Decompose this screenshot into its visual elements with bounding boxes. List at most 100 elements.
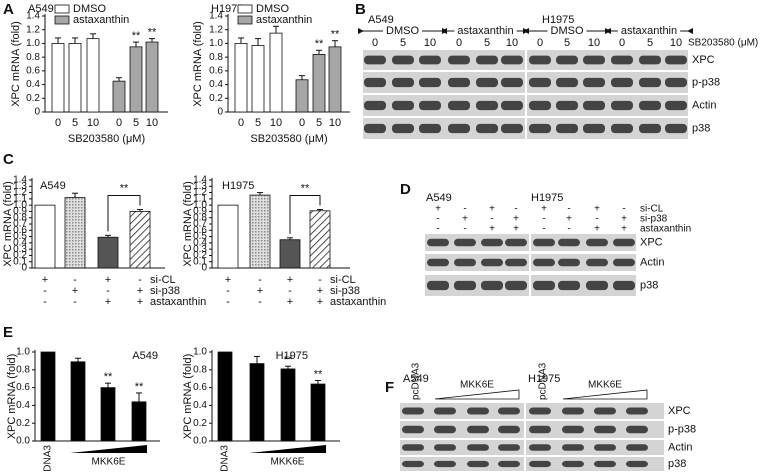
ramp-triangle — [562, 389, 648, 400]
band-label: XPC — [668, 405, 691, 417]
bar — [145, 41, 159, 113]
y-tick-label: 0.4 — [193, 400, 207, 411]
blot-band — [611, 55, 633, 65]
condition-sign: - — [73, 274, 77, 286]
y-tick-label: 1.2 — [26, 24, 40, 35]
y-tick-label: 0 — [217, 107, 223, 118]
chart-title: H1975 — [222, 180, 254, 192]
group-label: astaxanthin — [457, 25, 513, 37]
blot-band — [434, 460, 456, 468]
condition-name: astaxanthin — [150, 296, 206, 308]
legend-label: astaxanthin — [73, 14, 129, 26]
blot-band — [364, 55, 386, 65]
lane-label: 0 — [537, 37, 543, 49]
blot-band — [448, 123, 470, 134]
y-tick-label: 1.2 — [209, 24, 223, 35]
y-tick-label: 0.5 — [193, 231, 207, 242]
band-label: Actin — [668, 441, 692, 453]
legend-swatch — [237, 15, 253, 25]
x-tick-label: 5 — [133, 117, 139, 129]
y-tick-label: 0.7 — [13, 219, 27, 230]
comparison-label: ** — [301, 182, 310, 194]
panel-label: B — [355, 1, 366, 18]
blot-band — [505, 258, 527, 267]
condition-sign: + — [72, 285, 78, 297]
band-label: Actin — [692, 99, 716, 111]
condition-sign: - — [318, 274, 322, 286]
bar — [70, 361, 86, 442]
blot-band — [427, 258, 449, 267]
comparison-label: ** — [120, 182, 129, 194]
bar — [295, 79, 309, 113]
bar — [309, 210, 331, 269]
blot-band — [448, 100, 470, 111]
blot-band — [402, 425, 424, 434]
lane-label: 0 — [372, 37, 378, 49]
blot-band — [467, 425, 489, 434]
condition-sign: - — [106, 285, 110, 297]
y-tick-label: 0.2 — [193, 418, 207, 429]
x-axis-label: SB203580 (μM) — [68, 133, 145, 145]
band-label: Actin — [640, 256, 664, 268]
condition-sign: - — [436, 214, 439, 225]
blot-band — [626, 425, 648, 434]
y-axis-label: XPC mRNA (fold) — [182, 181, 194, 267]
y-tick-label: 0.3 — [13, 244, 27, 255]
blot-band — [639, 123, 661, 134]
band-label: p38 — [692, 122, 710, 134]
blot-band — [454, 280, 476, 291]
blot-band — [402, 460, 424, 468]
y-tick-label: 0.6 — [13, 225, 27, 236]
band-label: p38 — [640, 279, 658, 291]
blot-band — [594, 444, 616, 451]
condition-name: si-p38 — [640, 214, 668, 225]
condition-sign: - — [542, 214, 545, 225]
y-tick-label: 0.2 — [193, 250, 207, 261]
legend-swatch — [54, 4, 70, 14]
blot-band — [392, 55, 414, 65]
blot-band — [586, 238, 608, 247]
y-tick-label: 0.3 — [193, 244, 207, 255]
bar — [310, 383, 326, 442]
legend-swatch — [237, 4, 253, 14]
y-tick-label: 1.0 — [193, 200, 207, 211]
x-tick-label: 5 — [316, 117, 322, 129]
condition-sign: - — [490, 214, 493, 225]
band-label: p-p38 — [668, 423, 696, 435]
cell-line: A549 — [368, 14, 394, 26]
y-axis-label: XPC mRNA (fold) — [192, 21, 204, 107]
condition-sign: + — [541, 204, 547, 215]
x-tick-label: 10 — [87, 117, 99, 129]
condition-name: astaxanthin — [640, 224, 691, 235]
blot-band — [467, 444, 489, 451]
y-tick-label: 1.1 — [193, 193, 207, 204]
significance: ** — [132, 30, 141, 42]
condition-sign: - — [567, 224, 570, 235]
y-tick-label: 0.0 — [193, 436, 207, 447]
blot-band — [533, 238, 555, 247]
significance: ** — [148, 27, 157, 39]
y-axis-label: XPC mRNA (fold) — [2, 181, 14, 267]
y-tick-label: 0.6 — [16, 382, 30, 393]
panel-label: A — [3, 1, 14, 18]
x-tick-label: pcDNA3 — [220, 445, 231, 472]
y-tick-label: 1.1 — [13, 193, 27, 204]
blot-band — [583, 55, 605, 65]
blot-band — [594, 460, 616, 468]
condition-name: si-CL — [640, 204, 664, 215]
blot-band — [594, 407, 616, 415]
condition-sign: + — [257, 285, 263, 297]
bar — [251, 45, 265, 113]
lane-axis: SB203580 (μM) — [688, 38, 758, 49]
blot-band — [419, 100, 441, 111]
blot-band — [639, 77, 661, 88]
significance: ** — [135, 381, 144, 393]
condition-sign: + — [594, 204, 600, 215]
lane-label: 10 — [588, 37, 600, 49]
legend-label: DMSO — [73, 3, 106, 15]
significance: ** — [284, 354, 293, 366]
y-tick-label: 1.0 — [193, 347, 207, 358]
condition-sign: + — [489, 224, 495, 235]
legend-swatch — [54, 15, 70, 25]
